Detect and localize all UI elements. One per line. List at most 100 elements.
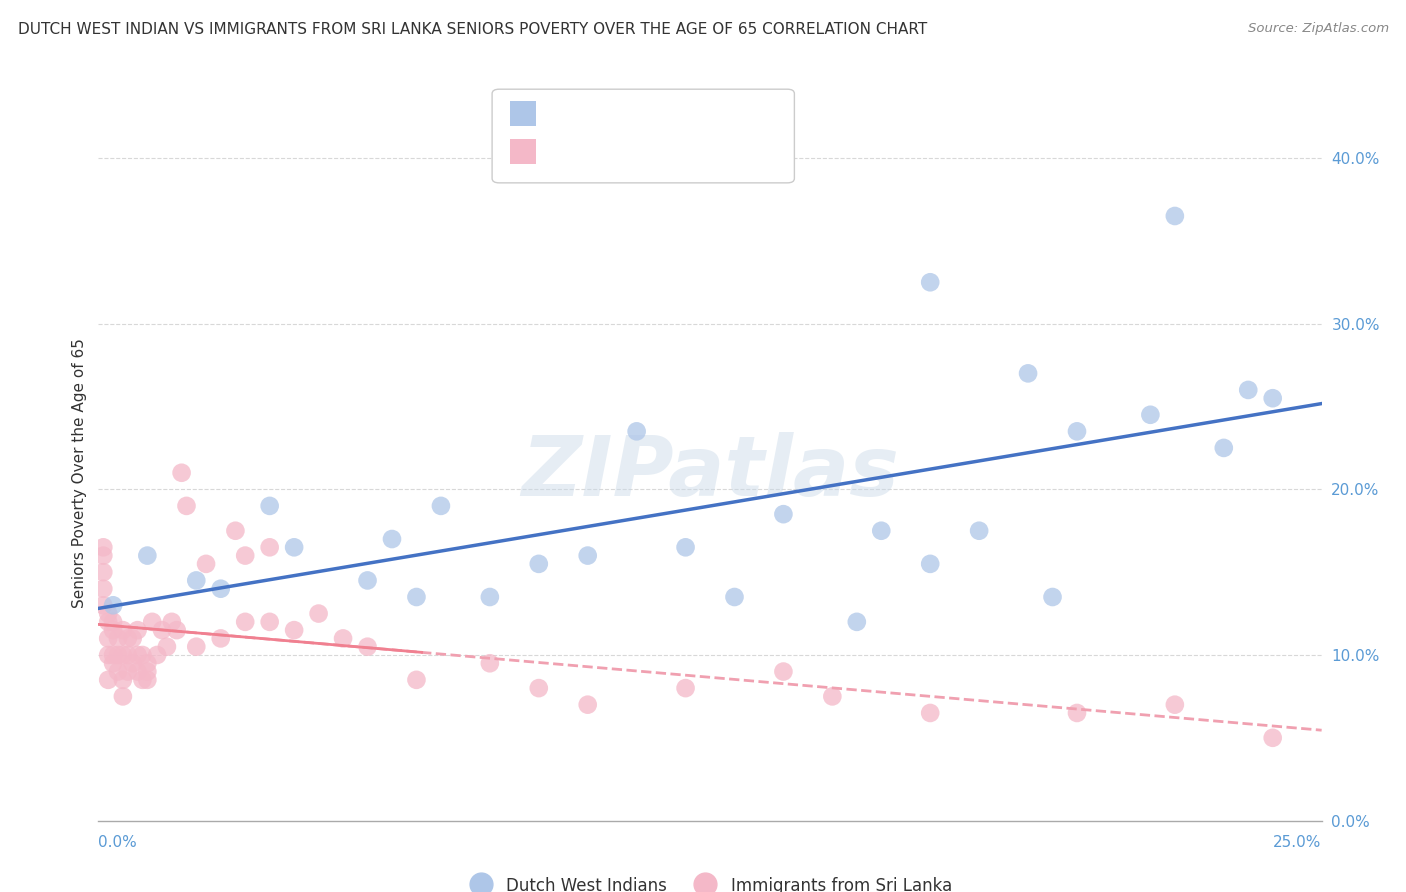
Point: [920, 275, 942, 289]
Point: [136, 657, 159, 671]
Point: [111, 648, 134, 662]
Point: [870, 524, 893, 538]
Text: ZIPatlas: ZIPatlas: [522, 433, 898, 513]
Point: [209, 632, 232, 646]
Point: [772, 507, 794, 521]
Point: [107, 648, 129, 662]
Point: [97, 673, 120, 687]
Point: [576, 698, 599, 712]
Point: [1212, 441, 1234, 455]
Point: [626, 425, 648, 439]
Point: [101, 623, 124, 637]
Point: [1139, 408, 1161, 422]
Point: [1066, 706, 1088, 720]
Point: [160, 615, 183, 629]
Point: [146, 648, 169, 662]
Point: [209, 582, 232, 596]
Point: [675, 681, 697, 695]
Point: [430, 499, 453, 513]
Point: [920, 557, 942, 571]
Point: [117, 632, 139, 646]
Text: 0.0%: 0.0%: [98, 836, 138, 850]
Text: 0.611: 0.611: [591, 104, 647, 122]
Point: [127, 665, 149, 679]
Point: [170, 466, 193, 480]
Point: [381, 532, 404, 546]
Point: [845, 615, 868, 629]
Point: [166, 623, 188, 637]
Point: [101, 657, 124, 671]
Point: [97, 648, 120, 662]
Point: [91, 599, 114, 613]
Point: [675, 541, 697, 555]
Point: [91, 549, 114, 563]
Text: DUTCH WEST INDIAN VS IMMIGRANTS FROM SRI LANKA SENIORS POVERTY OVER THE AGE OF 6: DUTCH WEST INDIAN VS IMMIGRANTS FROM SRI…: [18, 22, 928, 37]
Point: [259, 615, 281, 629]
Point: [136, 673, 159, 687]
Point: [107, 632, 129, 646]
Text: Source: ZipAtlas.com: Source: ZipAtlas.com: [1249, 22, 1389, 36]
Point: [283, 623, 305, 637]
Point: [821, 690, 844, 704]
Point: [195, 557, 218, 571]
Point: [478, 657, 501, 671]
Point: [283, 541, 305, 555]
Point: [332, 632, 354, 646]
Point: [1261, 731, 1284, 745]
Point: [91, 565, 114, 579]
Point: [136, 549, 159, 563]
Text: 0.063: 0.063: [591, 143, 647, 161]
Point: [405, 590, 427, 604]
Y-axis label: Seniors Poverty Over the Age of 65: Seniors Poverty Over the Age of 65: [72, 338, 87, 607]
Text: R =: R =: [546, 104, 582, 122]
Text: 30: 30: [693, 104, 718, 122]
Point: [111, 623, 134, 637]
Point: [308, 607, 330, 621]
Point: [117, 648, 139, 662]
Point: [101, 615, 124, 629]
Point: [233, 549, 256, 563]
Point: [97, 615, 120, 629]
Point: [141, 615, 163, 629]
Point: [259, 499, 281, 513]
Point: [117, 665, 139, 679]
Point: [156, 640, 179, 654]
Point: [576, 549, 599, 563]
Point: [186, 574, 208, 588]
Point: [111, 673, 134, 687]
Point: [97, 632, 120, 646]
Point: [107, 665, 129, 679]
Point: [1261, 391, 1284, 405]
Point: [920, 706, 942, 720]
Point: [356, 574, 378, 588]
Point: [259, 541, 281, 555]
Point: [1237, 383, 1260, 397]
Point: [121, 657, 143, 671]
Point: [356, 640, 378, 654]
Text: 25.0%: 25.0%: [1274, 836, 1322, 850]
Point: [233, 615, 256, 629]
Point: [405, 673, 427, 687]
Point: [1066, 425, 1088, 439]
Point: [131, 673, 153, 687]
Point: [967, 524, 990, 538]
Text: R =: R =: [546, 143, 582, 161]
Point: [131, 648, 153, 662]
Point: [176, 499, 198, 513]
Point: [772, 665, 794, 679]
Legend: Dutch West Indians, Immigrants from Sri Lanka: Dutch West Indians, Immigrants from Sri …: [461, 869, 959, 892]
Point: [111, 690, 134, 704]
Point: [224, 524, 246, 538]
Point: [127, 623, 149, 637]
Point: [723, 590, 745, 604]
Point: [186, 640, 208, 654]
Point: [91, 541, 114, 555]
Text: 65: 65: [693, 143, 718, 161]
Point: [101, 599, 124, 613]
Point: [101, 648, 124, 662]
Point: [527, 557, 550, 571]
Point: [1164, 698, 1187, 712]
Text: N =: N =: [641, 104, 689, 122]
Point: [127, 648, 149, 662]
Point: [1017, 367, 1039, 381]
